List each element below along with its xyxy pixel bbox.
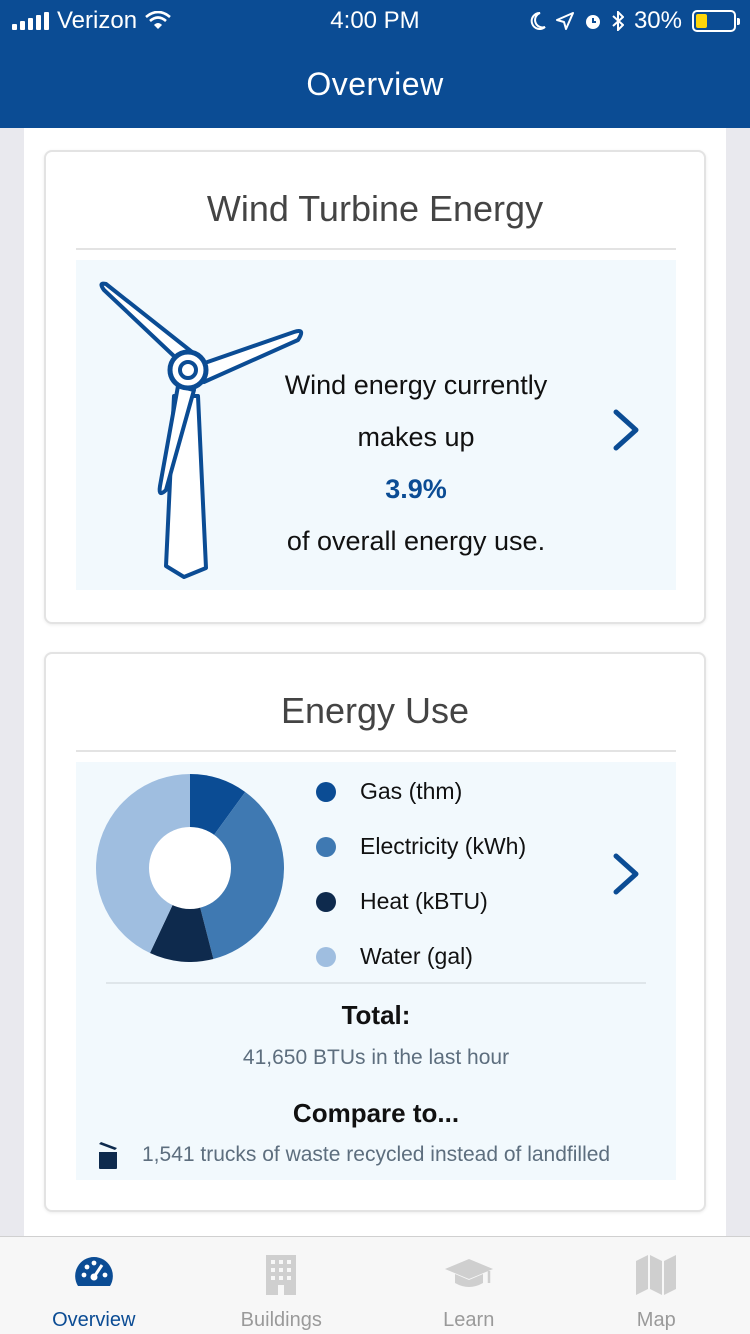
energy-card-divider: [76, 750, 676, 752]
tab-label-learn: Learn: [443, 1309, 495, 1331]
compare-text: 1,541 trucks of waste recycled instead o…: [142, 1143, 611, 1166]
tab-bar: Overview Buildings Learn Map: [0, 1236, 750, 1334]
legend-dot-gas: [316, 781, 336, 802]
tab-buildings[interactable]: Buildings: [188, 1237, 376, 1334]
tab-label-buildings: Buildings: [240, 1309, 322, 1331]
status-time: 4:00 PM: [330, 7, 420, 34]
wind-card-divider: [76, 248, 676, 250]
content-area[interactable]: Wind Turbine Energy Wind energy: [24, 128, 726, 1236]
wifi-icon: [145, 11, 171, 29]
energy-card-title: Energy Use: [280, 690, 470, 731]
legend-item-gas: Gas (thm): [316, 778, 462, 805]
speedometer-icon: [74, 1257, 113, 1286]
wind-text-line2: makes up: [357, 422, 475, 452]
carrier-label: Verizon: [57, 7, 138, 34]
energy-donut-chart: [96, 774, 284, 962]
status-right: 30%: [530, 7, 740, 35]
legend-item-electricity: Electricity (kWh): [316, 833, 526, 860]
status-bar: Verizon 4:00 PM 30%: [0, 0, 750, 40]
battery-icon: [692, 10, 740, 32]
legend-label-heat: Heat (kBTU): [360, 888, 488, 914]
legend-dot-heat: [316, 891, 336, 912]
bluetooth-icon: [612, 11, 624, 31]
wind-text-line1: Wind energy currently: [284, 370, 548, 400]
wind-text-line3: of overall energy use.: [286, 526, 546, 556]
legend-item-heat: Heat (kBTU): [316, 888, 488, 915]
compare-label: Compare to...: [292, 1098, 460, 1128]
legend-label-gas: Gas (thm): [360, 778, 463, 804]
compare-row: 1,541 trucks of waste recycled instead o…: [96, 1140, 610, 1170]
energy-panel[interactable]: Gas (thm) Electricity (kWh) Heat (kBTU) …: [76, 762, 676, 1180]
moon-icon: [530, 12, 546, 30]
total-label: Total:: [341, 1000, 411, 1030]
legend-label-water: Water (gal): [360, 943, 473, 969]
wind-percent-value: 3.9%: [385, 474, 447, 504]
wind-turbine-icon: [99, 281, 304, 579]
legend-label-electricity: Electricity (kWh): [360, 833, 527, 859]
energy-use-card[interactable]: Energy Use Gas (thm) Electricity (kWh) H…: [44, 652, 706, 1212]
legend-dot-electricity: [316, 836, 336, 857]
map-icon: [636, 1255, 677, 1295]
tab-map[interactable]: Map: [563, 1237, 750, 1334]
alarm-icon: [585, 15, 600, 29]
tab-label-overview: Overview: [52, 1309, 136, 1331]
building-icon: [266, 1255, 297, 1295]
graduation-cap-icon: [444, 1259, 493, 1287]
energy-inner-divider: [106, 982, 646, 984]
wind-turbine-card[interactable]: Wind Turbine Energy Wind energy: [44, 150, 706, 624]
donut-slice-1: [190, 791, 284, 960]
chevron-right-icon[interactable]: [610, 852, 640, 896]
wind-panel[interactable]: Wind energy currently makes up 3.9% of o…: [76, 260, 676, 590]
location-arrow-icon: [555, 12, 574, 30]
app-header: Verizon 4:00 PM 30% Overview: [0, 0, 750, 128]
donut-slice-3: [96, 774, 190, 954]
trash-can-icon: [99, 1142, 117, 1169]
tab-learn[interactable]: Learn: [375, 1237, 563, 1334]
legend-item-water: Water (gal): [316, 943, 473, 970]
battery-percent: 30%: [633, 7, 682, 34]
signal-icon: [12, 12, 49, 30]
wind-card-title: Wind Turbine Energy: [206, 188, 544, 229]
status-left: Verizon: [12, 7, 171, 35]
donut-slice-2: [149, 868, 214, 962]
total-value: 41,650 BTUs in the last hour: [242, 1046, 510, 1069]
tab-overview[interactable]: Overview: [0, 1237, 188, 1334]
chevron-right-icon[interactable]: [610, 408, 640, 452]
page-title: Overview: [306, 66, 444, 102]
legend-dot-water: [316, 946, 336, 967]
tab-label-map: Map: [636, 1309, 676, 1331]
